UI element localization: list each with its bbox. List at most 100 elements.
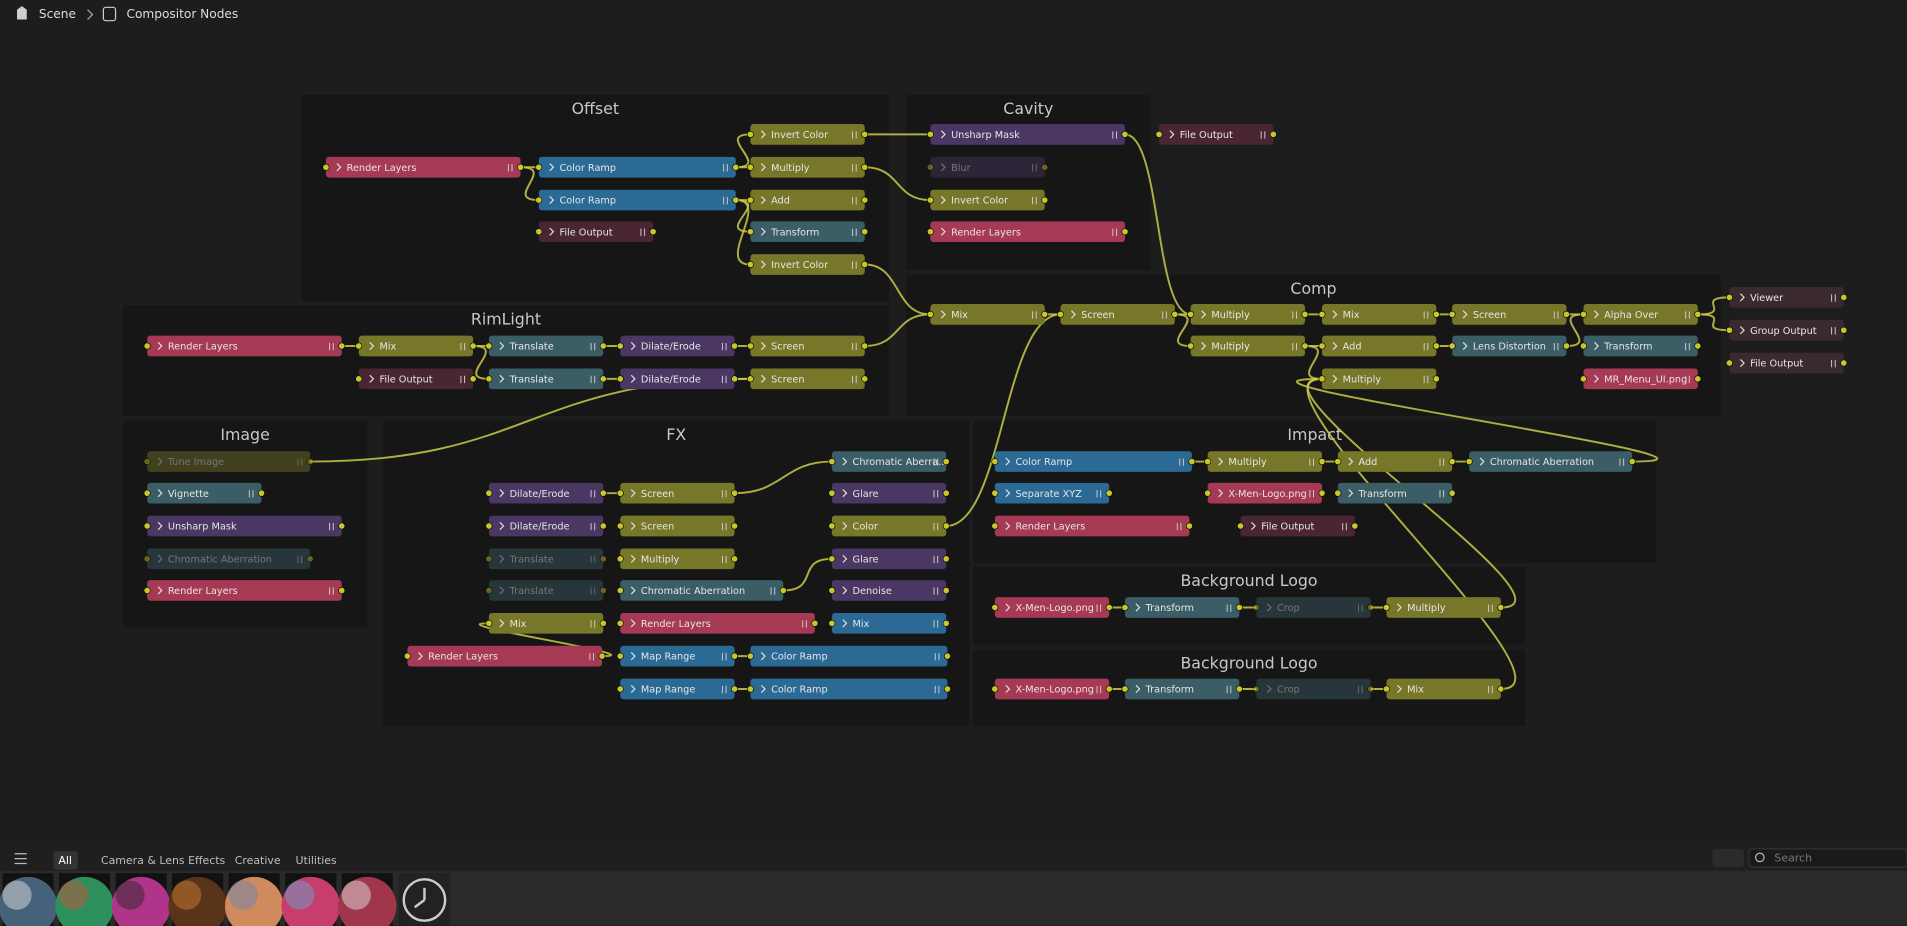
asset-tab[interactable]: All <box>58 854 72 867</box>
node-label: Invert Color <box>951 196 1008 207</box>
node[interactable]: Unsharp Mask <box>143 515 346 537</box>
node[interactable]: Map Range <box>616 645 739 667</box>
node[interactable]: Transform <box>1121 597 1243 618</box>
node[interactable]: Glare <box>828 548 950 570</box>
node[interactable]: Unsharp Mask <box>926 124 1129 145</box>
node[interactable]: X-Men-Logo.png <box>991 597 1113 618</box>
node[interactable]: Chromatic Aberration <box>143 548 314 570</box>
node[interactable]: Mix <box>1318 304 1440 325</box>
node[interactable]: Screen <box>1448 304 1570 325</box>
node[interactable]: Translate <box>485 580 607 601</box>
node[interactable]: File Output <box>535 221 657 243</box>
node[interactable]: Invert Color <box>926 189 1049 211</box>
node[interactable]: Chromatic Aberra... <box>828 451 950 472</box>
node[interactable]: Transform <box>1580 335 1702 357</box>
frame-title: Offset <box>572 99 619 118</box>
wire <box>478 622 613 658</box>
node[interactable]: Denoise <box>828 580 950 601</box>
node[interactable]: Render Layers <box>926 221 1129 243</box>
node[interactable]: Mix <box>926 304 1049 325</box>
node[interactable]: Translate <box>485 335 607 357</box>
node[interactable]: File Output <box>355 368 477 390</box>
collapse-chevron <box>1251 521 1256 531</box>
node[interactable]: Multiply <box>1383 597 1505 618</box>
node[interactable]: Multiply <box>1204 451 1326 472</box>
node[interactable]: Mix <box>828 612 950 634</box>
node[interactable]: Render Layers <box>991 515 1193 537</box>
node[interactable]: MR_Menu_UI.png <box>1580 368 1702 390</box>
node[interactable]: Transform <box>746 221 869 243</box>
socket-out <box>731 522 739 530</box>
node[interactable]: Invert Color <box>746 254 869 275</box>
node[interactable]: Dilate/Erode <box>485 515 607 537</box>
socket-out <box>861 228 869 236</box>
view-toggle[interactable] <box>1712 848 1745 868</box>
socket-in <box>616 342 624 350</box>
node[interactable]: X-Men-Logo.png <box>991 678 1113 700</box>
node[interactable]: File Output <box>1725 352 1848 374</box>
node[interactable]: Render Layers <box>322 156 524 178</box>
node[interactable]: Tune Image <box>143 451 314 472</box>
node[interactable]: Screen <box>616 515 739 537</box>
node[interactable]: Crop <box>1252 597 1375 618</box>
asset-tab[interactable]: Camera & Lens Effects <box>101 854 226 867</box>
node[interactable]: Mix <box>485 612 607 634</box>
node[interactable]: Color Ramp <box>746 678 951 700</box>
node[interactable]: Multiply <box>616 548 739 570</box>
node[interactable]: Chromatic Aberration <box>616 580 787 601</box>
breadcrumb[interactable]: Compositor Nodes <box>126 7 238 21</box>
search-box[interactable] <box>1748 848 1907 868</box>
node[interactable]: Render Layers <box>616 612 819 634</box>
node[interactable]: Color Ramp <box>535 189 740 211</box>
node[interactable]: Chromatic Aberration <box>1465 451 1636 472</box>
node[interactable]: Map Range <box>616 678 739 700</box>
asset-tab[interactable]: Creative <box>235 854 281 867</box>
menu-icon[interactable] <box>14 853 27 865</box>
node[interactable]: File Output <box>1155 124 1277 145</box>
node[interactable]: Color Ramp <box>991 451 1196 472</box>
node[interactable]: Transform <box>1334 482 1456 504</box>
asset-tab[interactable]: Utilities <box>296 854 337 867</box>
node[interactable]: Add <box>1334 451 1456 472</box>
node[interactable]: Vignette <box>143 482 265 504</box>
grip <box>590 555 596 564</box>
node[interactable]: Screen <box>746 335 869 357</box>
node[interactable]: Dilate/Erode <box>485 482 607 504</box>
breadcrumb[interactable]: Scene <box>39 7 76 21</box>
node[interactable]: Screen <box>746 368 869 390</box>
node[interactable]: Render Layers <box>403 645 606 667</box>
node[interactable]: Dilate/Erode <box>616 368 739 390</box>
node[interactable]: Translate <box>485 548 607 570</box>
node[interactable]: Separate XYZ <box>991 482 1113 504</box>
node[interactable]: Multiply <box>1187 335 1309 357</box>
node[interactable]: Group Output <box>1725 319 1848 341</box>
node[interactable]: Mix <box>1383 678 1505 700</box>
node[interactable]: Color <box>828 515 950 537</box>
node[interactable]: File Output <box>1237 515 1359 537</box>
node[interactable]: Mix <box>355 335 477 357</box>
node[interactable]: Translate <box>485 368 607 390</box>
node[interactable]: Color Ramp <box>746 645 951 667</box>
node[interactable]: Screen <box>1057 304 1179 325</box>
node[interactable]: Color Ramp <box>535 156 740 178</box>
node[interactable]: Crop <box>1252 678 1375 700</box>
node[interactable]: Dilate/Erode <box>616 335 739 357</box>
node[interactable]: Multiply <box>1318 368 1440 390</box>
node-label: Color <box>853 522 878 533</box>
node[interactable]: Add <box>1318 335 1440 357</box>
node[interactable]: Screen <box>616 482 739 504</box>
node[interactable]: Invert Color <box>746 124 869 145</box>
node[interactable]: Multiply <box>746 156 869 178</box>
node[interactable]: Viewer <box>1725 287 1848 308</box>
node[interactable]: Blur <box>926 156 1049 178</box>
node[interactable]: X-Men-Logo.png <box>1204 482 1326 504</box>
node[interactable]: Render Layers <box>143 335 346 357</box>
node[interactable]: Add <box>746 189 869 211</box>
node[interactable]: Multiply <box>1187 304 1309 325</box>
node[interactable]: Lens Distortion <box>1448 335 1570 357</box>
node[interactable]: Render Layers <box>143 580 346 601</box>
node[interactable]: Transform <box>1121 678 1243 700</box>
node[interactable]: Glare <box>828 482 950 504</box>
node-label: Render Layers <box>168 586 238 597</box>
node[interactable]: Alpha Over <box>1580 304 1702 325</box>
